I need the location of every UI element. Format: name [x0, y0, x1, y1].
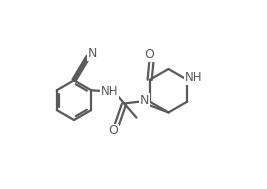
Text: NH: NH: [101, 85, 118, 98]
Text: N: N: [88, 47, 97, 60]
Text: N: N: [139, 94, 149, 107]
Text: NH: NH: [184, 71, 202, 84]
Text: O: O: [144, 48, 154, 61]
Text: O: O: [108, 124, 118, 137]
